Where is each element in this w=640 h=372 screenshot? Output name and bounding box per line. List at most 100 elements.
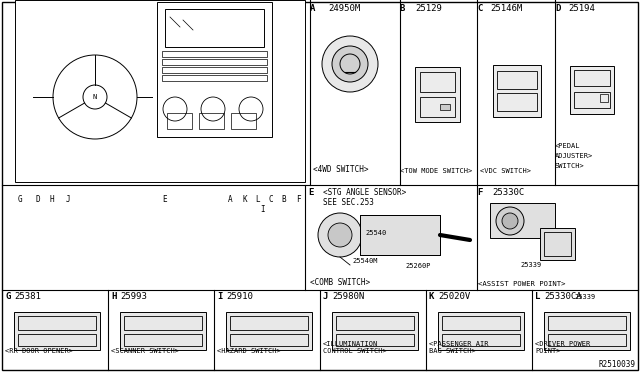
Text: A: A (310, 4, 316, 13)
Bar (162, 75, 267, 81)
Bar (226, 312, 312, 350)
Text: <RR DOOR OPENER>: <RR DOOR OPENER> (5, 348, 73, 354)
Text: J: J (66, 195, 70, 204)
Text: 25339: 25339 (574, 294, 596, 300)
Text: <SCANNER SWITCH>: <SCANNER SWITCH> (111, 348, 179, 354)
Bar (544, 312, 630, 350)
Text: 25980N: 25980N (332, 292, 364, 301)
Bar (548, 334, 626, 346)
Text: C: C (269, 195, 273, 204)
Bar (167, 113, 192, 129)
Text: 25146M: 25146M (490, 4, 522, 13)
Text: <STG ANGLE SENSOR>: <STG ANGLE SENSOR> (323, 188, 406, 197)
Text: <PEDAL: <PEDAL (555, 143, 580, 149)
Bar (415, 67, 460, 122)
Bar (18, 334, 96, 346)
Bar (442, 334, 520, 346)
Text: F: F (477, 188, 483, 197)
Circle shape (332, 46, 368, 82)
Text: 25020V: 25020V (438, 292, 470, 301)
Text: C: C (477, 4, 483, 13)
Bar (231, 113, 256, 129)
Text: <VDC SWITCH>: <VDC SWITCH> (480, 168, 531, 174)
Text: D: D (36, 195, 40, 204)
Text: B: B (282, 195, 286, 204)
Bar (230, 334, 308, 346)
Text: H: H (50, 195, 54, 204)
Text: I: I (260, 205, 266, 214)
Bar (360, 215, 440, 255)
Text: 25330CA: 25330CA (544, 292, 582, 301)
Text: K: K (429, 292, 435, 301)
Bar (336, 334, 414, 346)
Text: 25330C: 25330C (492, 188, 524, 197)
Text: 25993: 25993 (120, 292, 147, 301)
Text: H: H (111, 292, 116, 301)
Bar (497, 93, 537, 111)
Bar (162, 59, 267, 65)
Bar (490, 203, 555, 238)
Bar (124, 316, 202, 330)
Bar (420, 72, 455, 92)
Text: R2510039: R2510039 (599, 360, 636, 369)
Text: <COMB SWITCH>: <COMB SWITCH> (310, 278, 370, 287)
Bar (15, 0, 305, 182)
Bar (124, 334, 202, 346)
Text: 25540: 25540 (365, 230, 387, 236)
Text: 25129: 25129 (415, 4, 442, 13)
Text: SWITCH>: SWITCH> (555, 163, 585, 169)
Bar (548, 316, 626, 330)
Text: L: L (535, 292, 540, 301)
Text: G: G (5, 292, 10, 301)
Bar (420, 97, 455, 117)
Text: <DRIVER POWER
POINT>: <DRIVER POWER POINT> (535, 341, 590, 354)
Bar (544, 232, 571, 256)
Bar (438, 312, 524, 350)
Text: E: E (308, 188, 314, 197)
Text: 25381: 25381 (14, 292, 41, 301)
Text: ADJUSTER>: ADJUSTER> (555, 153, 593, 159)
Bar (162, 51, 267, 57)
Bar (440, 104, 450, 110)
Bar (332, 312, 418, 350)
Text: <HAZARD SWITCH>: <HAZARD SWITCH> (217, 348, 281, 354)
Text: 24950M: 24950M (328, 4, 360, 13)
Text: <ASSIST POWER POINT>: <ASSIST POWER POINT> (478, 281, 566, 287)
Text: 25194: 25194 (568, 4, 595, 13)
Text: <PASSENGER AIR
BAG SWITCH>: <PASSENGER AIR BAG SWITCH> (429, 341, 488, 354)
Text: D: D (555, 4, 561, 13)
Circle shape (322, 36, 378, 92)
Text: 25540M: 25540M (352, 258, 378, 264)
Text: <ILLUMINATION
CONTROL SWITCH>: <ILLUMINATION CONTROL SWITCH> (323, 341, 387, 354)
Bar (497, 71, 537, 89)
Circle shape (318, 213, 362, 257)
Text: B: B (400, 4, 405, 13)
Bar (14, 312, 100, 350)
Circle shape (502, 213, 518, 229)
Text: I: I (217, 292, 222, 301)
Circle shape (496, 207, 524, 235)
Text: N: N (93, 94, 97, 100)
Bar (360, 215, 440, 255)
Bar (336, 316, 414, 330)
Bar (165, 9, 264, 47)
Bar (570, 66, 614, 114)
Text: L: L (256, 195, 260, 204)
Bar (442, 316, 520, 330)
Text: J: J (323, 292, 328, 301)
Text: 25260P: 25260P (405, 263, 431, 269)
Text: 25339: 25339 (520, 262, 541, 268)
Text: <4WD SWITCH>: <4WD SWITCH> (313, 165, 369, 174)
Text: F: F (296, 195, 300, 204)
Bar (540, 228, 575, 260)
Text: <TOW MODE SWITCH>: <TOW MODE SWITCH> (400, 168, 472, 174)
Text: SEE SEC.253: SEE SEC.253 (323, 198, 374, 207)
Bar (120, 312, 206, 350)
Bar (18, 316, 96, 330)
Text: K: K (243, 195, 247, 204)
Bar (157, 2, 272, 137)
Text: 25910: 25910 (226, 292, 253, 301)
Bar (574, 92, 610, 108)
Bar (574, 70, 610, 86)
Bar (600, 94, 608, 102)
